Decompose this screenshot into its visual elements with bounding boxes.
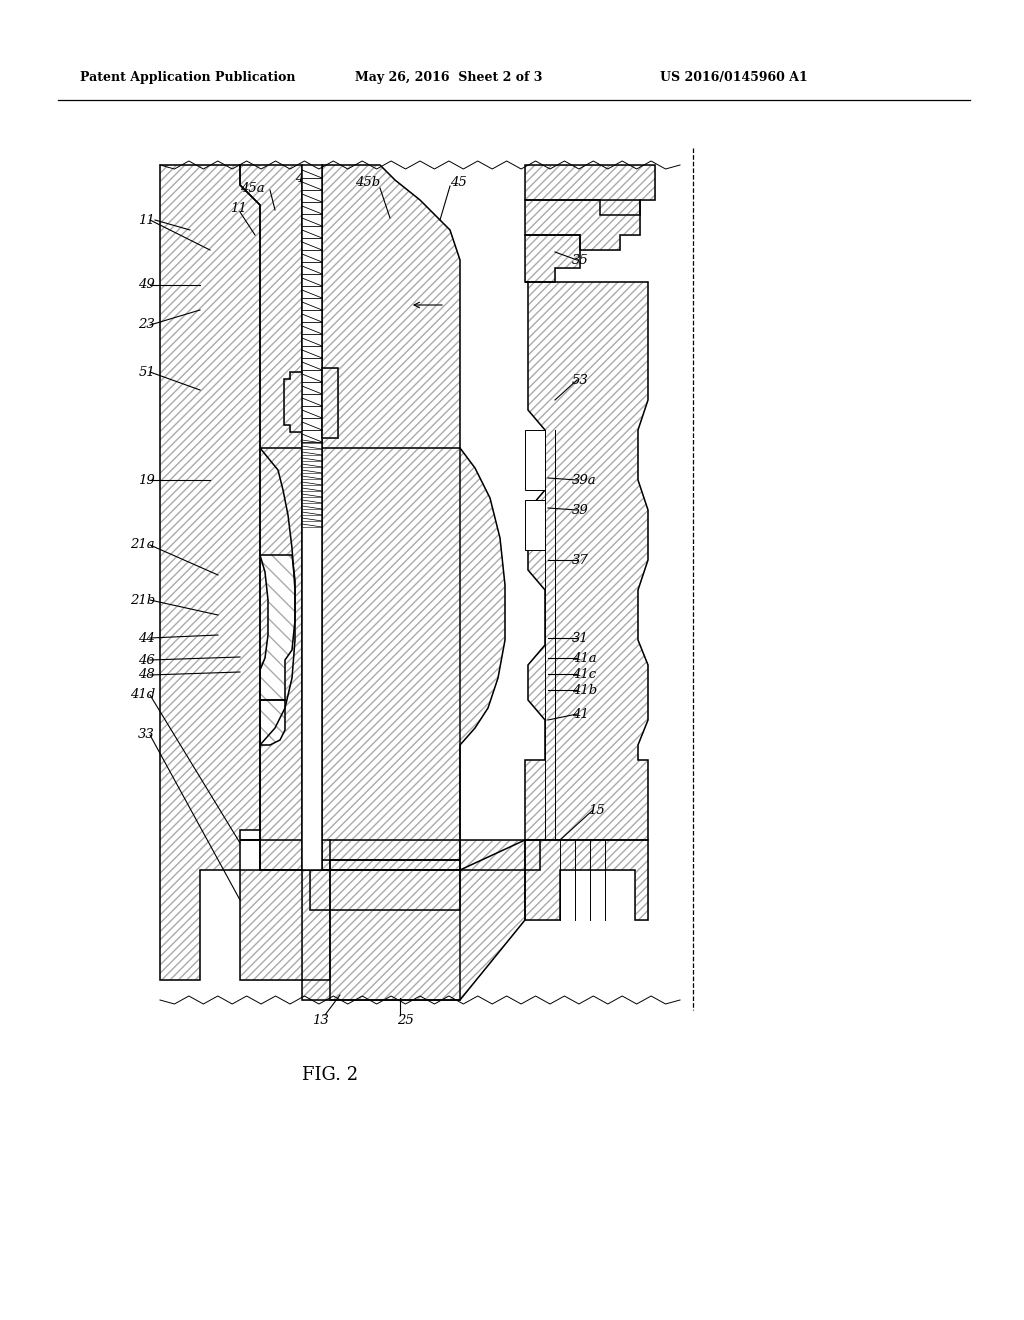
Text: 46: 46 bbox=[138, 653, 155, 667]
Text: 45a: 45a bbox=[240, 181, 264, 194]
Text: 11: 11 bbox=[230, 202, 247, 214]
Text: 39a: 39a bbox=[572, 474, 597, 487]
Polygon shape bbox=[160, 165, 260, 979]
Text: 44: 44 bbox=[138, 631, 155, 644]
Text: 13: 13 bbox=[311, 1014, 329, 1027]
Text: 31: 31 bbox=[572, 631, 589, 644]
Text: 45b: 45b bbox=[355, 177, 381, 190]
Polygon shape bbox=[260, 700, 285, 744]
Text: 47: 47 bbox=[295, 172, 311, 185]
Text: 21b: 21b bbox=[130, 594, 155, 606]
Polygon shape bbox=[302, 870, 460, 1001]
Text: 41a: 41a bbox=[572, 652, 597, 664]
Text: 37: 37 bbox=[572, 553, 589, 566]
Text: 11: 11 bbox=[138, 214, 155, 227]
Polygon shape bbox=[525, 201, 640, 249]
Polygon shape bbox=[322, 368, 338, 438]
Text: 41: 41 bbox=[572, 708, 589, 721]
Polygon shape bbox=[525, 235, 580, 282]
Polygon shape bbox=[525, 840, 648, 920]
Text: 49: 49 bbox=[138, 279, 155, 292]
Text: 41b: 41b bbox=[572, 684, 597, 697]
Text: 53: 53 bbox=[572, 374, 589, 387]
Text: 15: 15 bbox=[588, 804, 605, 817]
Text: 25: 25 bbox=[396, 1014, 414, 1027]
Text: 48: 48 bbox=[138, 668, 155, 681]
Polygon shape bbox=[302, 165, 322, 870]
Polygon shape bbox=[260, 554, 295, 700]
Polygon shape bbox=[525, 430, 545, 490]
Text: 35: 35 bbox=[572, 253, 589, 267]
Polygon shape bbox=[525, 165, 655, 215]
Text: 41d: 41d bbox=[130, 689, 155, 701]
Text: 21a: 21a bbox=[130, 539, 155, 552]
Polygon shape bbox=[260, 447, 505, 870]
Polygon shape bbox=[240, 840, 540, 870]
Text: 23: 23 bbox=[138, 318, 155, 331]
Text: Patent Application Publication: Patent Application Publication bbox=[80, 71, 296, 84]
Polygon shape bbox=[322, 165, 460, 870]
Text: 41c: 41c bbox=[572, 668, 596, 681]
Polygon shape bbox=[310, 861, 460, 909]
Polygon shape bbox=[525, 500, 545, 550]
Text: 39: 39 bbox=[572, 503, 589, 516]
Text: FIG. 2: FIG. 2 bbox=[302, 1067, 358, 1084]
Text: 33: 33 bbox=[138, 729, 155, 742]
Polygon shape bbox=[525, 282, 648, 840]
Polygon shape bbox=[240, 870, 330, 979]
Polygon shape bbox=[284, 372, 302, 432]
Text: 19: 19 bbox=[138, 474, 155, 487]
Polygon shape bbox=[240, 165, 302, 870]
Text: 51: 51 bbox=[138, 366, 155, 379]
Polygon shape bbox=[330, 840, 525, 1001]
Text: May 26, 2016  Sheet 2 of 3: May 26, 2016 Sheet 2 of 3 bbox=[355, 71, 543, 84]
Text: US 2016/0145960 A1: US 2016/0145960 A1 bbox=[660, 71, 808, 84]
Text: 45: 45 bbox=[450, 176, 467, 189]
